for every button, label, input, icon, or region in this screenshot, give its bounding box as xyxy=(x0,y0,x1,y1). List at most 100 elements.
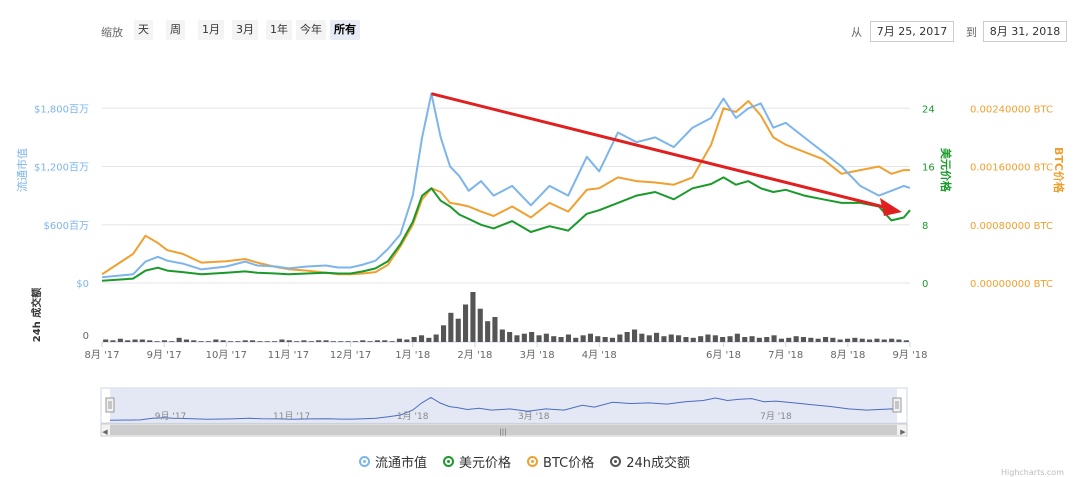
volume-bar xyxy=(455,318,461,342)
volume-bar xyxy=(205,341,211,342)
volume-bar xyxy=(125,340,131,342)
volume-bar xyxy=(308,341,314,342)
volume-bar xyxy=(587,333,593,342)
zoom-button-3[interactable]: 3月 xyxy=(232,20,258,40)
volume-bar xyxy=(793,336,799,342)
volume-bar xyxy=(881,339,887,342)
volume-bar xyxy=(543,333,549,342)
volume-bar xyxy=(874,338,880,342)
x-axis-tick: 1月 '18 xyxy=(395,349,430,361)
btc-axis-tick: 0.00160000 BTC xyxy=(970,163,1053,174)
volume-bar xyxy=(639,333,645,342)
x-axis-tick: 11月 '17 xyxy=(268,349,309,361)
volume-bar xyxy=(690,337,696,342)
volume-bar xyxy=(382,340,388,342)
zoom-label: 缩放 xyxy=(101,26,123,39)
zoom-button-1[interactable]: 周 xyxy=(166,20,185,40)
volume-bar xyxy=(624,332,630,342)
legend-btc-price[interactable]: BTC价格 xyxy=(527,452,594,471)
volume-bar xyxy=(279,339,285,342)
range-from-input[interactable]: 7月 25, 2017 xyxy=(870,21,954,42)
zoom-button-2[interactable]: 1月 xyxy=(198,20,224,40)
trend-arrow-line xyxy=(431,92,889,210)
zoom-button-6[interactable]: 所有 xyxy=(330,20,360,40)
legend-label: BTC价格 xyxy=(543,456,595,471)
volume-bar xyxy=(426,337,432,342)
volume-bar xyxy=(323,340,329,342)
volume-bar xyxy=(286,340,292,342)
range-to-input[interactable]: 8月 31, 2018 xyxy=(983,21,1067,42)
volume-bar xyxy=(756,337,762,342)
volume-bar xyxy=(727,336,733,342)
x-axis-tick: 6月 '18 xyxy=(706,349,741,361)
volume-bar xyxy=(448,312,454,342)
volume-bar xyxy=(698,336,704,342)
legend-marker-icon xyxy=(443,456,455,467)
volume-bar xyxy=(558,337,564,342)
x-axis-tick: 3月 '18 xyxy=(520,349,555,361)
legend-market-cap[interactable]: 流通市值 xyxy=(359,452,427,471)
volume-bar xyxy=(529,332,535,342)
volume-bar xyxy=(867,339,873,342)
volume-bar xyxy=(734,333,740,342)
x-axis-tick: 9月 '17 xyxy=(147,349,182,361)
x-axis-tick: 12月 '17 xyxy=(330,349,371,361)
volume-bar xyxy=(191,340,197,342)
volume-bar xyxy=(228,341,234,342)
volume-bar xyxy=(617,334,623,342)
volume-bar xyxy=(147,340,153,342)
volume-bar xyxy=(345,341,351,342)
volume-bar xyxy=(521,333,527,342)
volume-bar xyxy=(749,336,755,342)
legend-usd-price[interactable]: 美元价格 xyxy=(443,452,511,471)
volume-bar xyxy=(808,337,814,342)
trend-arrow-head xyxy=(880,198,902,216)
handle-body xyxy=(105,397,115,413)
volume-bar xyxy=(573,337,579,342)
navigator-handle-right[interactable] xyxy=(892,397,902,413)
volume-bar xyxy=(477,308,483,342)
volume-bar xyxy=(132,339,138,342)
volume-bar xyxy=(338,341,344,342)
volume-bar xyxy=(176,337,182,342)
volume-bar xyxy=(764,337,770,342)
credits: Highcharts.com xyxy=(1001,468,1064,477)
volume-bar xyxy=(301,340,307,342)
volume-bar xyxy=(419,335,425,342)
volume-bar xyxy=(676,335,682,342)
volume-bar xyxy=(595,336,601,342)
legend-label: 24h成交额 xyxy=(626,456,691,471)
volume-bar xyxy=(668,334,674,342)
volume-bar xyxy=(683,337,689,342)
volume-bar xyxy=(492,317,498,342)
volume-bar xyxy=(470,292,476,342)
x-axis-tick: 4月 '18 xyxy=(582,349,617,361)
scroll-left-icon[interactable]: ◀ xyxy=(102,428,108,436)
legend-volume[interactable]: 24h成交额 xyxy=(610,452,690,471)
volume-bar xyxy=(551,336,557,342)
btc-axis-tick: 0.00000000 BTC xyxy=(970,279,1053,290)
volume-bar xyxy=(169,341,175,342)
volume-bar xyxy=(154,341,160,342)
navigator-tick: 7月 '18 xyxy=(760,411,792,422)
btc-axis-title: BTC价格 xyxy=(1052,147,1066,194)
volume-bar xyxy=(507,332,513,342)
series-btc-price-line xyxy=(101,100,910,276)
volume-bar xyxy=(903,340,909,342)
volume-bar xyxy=(609,337,615,342)
zoom-button-5[interactable]: 今年 xyxy=(296,20,326,40)
zoom-button-0[interactable]: 天 xyxy=(134,20,153,40)
navigator-selection xyxy=(110,388,897,423)
volume-bar xyxy=(264,341,270,342)
volume-bar xyxy=(117,338,123,342)
zoom-button-4[interactable]: 1年 xyxy=(266,20,292,40)
navigator-handle-left[interactable] xyxy=(105,397,115,413)
scroll-right-icon[interactable]: ▶ xyxy=(900,428,906,436)
volume-bar xyxy=(110,340,116,342)
volume-bar xyxy=(463,304,469,342)
volume-bar xyxy=(352,341,358,342)
scrollbar-thumb[interactable] xyxy=(110,425,897,435)
legend-label: 流通市值 xyxy=(375,456,428,471)
legend-marker-icon xyxy=(610,456,622,467)
